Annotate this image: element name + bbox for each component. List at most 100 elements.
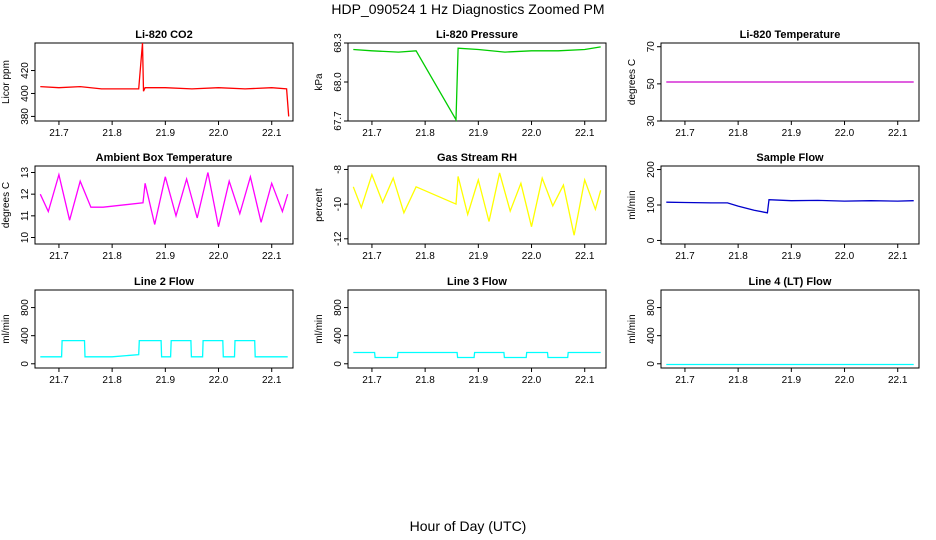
x-tick-label: 21.7 <box>675 251 695 262</box>
panel-title: Line 2 Flow <box>134 276 194 288</box>
plot-frame <box>660 165 920 245</box>
panel-3: Li-820 Temperature degrees C 21.7 21.8 21.9 2… <box>627 29 920 139</box>
x-tick-label: 21.9 <box>782 251 802 262</box>
panel-title: Sample Flow <box>756 152 824 164</box>
x-tick-label: 21.7 <box>675 128 695 139</box>
y-tick-label: 200 <box>646 161 657 178</box>
y-tick-label: -8 <box>333 165 344 174</box>
y-tick-label: 13 <box>20 167 31 179</box>
x-tick-label: 21.8 <box>728 375 748 386</box>
series-line <box>353 351 601 359</box>
x-tick-label: 22.0 <box>522 375 542 386</box>
x-tick-label: 21.7 <box>49 251 69 262</box>
x-tick-label: 22.0 <box>522 128 542 139</box>
x-tick-label: 21.7 <box>362 375 382 386</box>
plot-frame <box>347 165 607 245</box>
panel-title: Line 3 Flow <box>447 276 507 288</box>
x-tick-label: 21.8 <box>415 128 435 139</box>
series-line <box>666 199 914 214</box>
x-tick-label: 21.8 <box>728 128 748 139</box>
x-tick-label: 21.8 <box>415 375 435 386</box>
panel-title: Line 4 (LT) Flow <box>749 276 832 288</box>
x-tick-label: 22.0 <box>522 251 542 262</box>
y-tick-label: 50 <box>646 78 657 90</box>
x-tick-label: 21.9 <box>469 251 489 262</box>
panel-title: Li-820 Pressure <box>436 29 518 41</box>
y-tick-label: 70 <box>646 41 657 53</box>
panel-4: Ambient Box Temperature degrees C 21.7 21.8… <box>1 152 294 262</box>
panel-6: Sample Flow ml/min 21.7 21.8 21.9 22.0 22.1 0 10… <box>627 152 920 262</box>
x-tick-label: 21.7 <box>362 128 382 139</box>
y-tick-label: 800 <box>333 299 344 316</box>
y-tick-label: 400 <box>333 327 344 344</box>
panel-5: Gas Stream RH percent 21.7 21.8 21.9 22.0 22.1… <box>314 152 607 262</box>
x-tick-label: 22.1 <box>262 128 282 139</box>
x-tick-label: 21.8 <box>728 251 748 262</box>
series-line <box>352 172 602 236</box>
y-tick-label: 400 <box>20 85 31 102</box>
panel-8: Line 3 Flow ml/min 21.7 21.8 21.9 22.0 22.1 0 40… <box>314 276 607 386</box>
x-tick-label: 21.9 <box>156 375 176 386</box>
x-tick-label: 22.0 <box>209 128 229 139</box>
plot-frame <box>660 289 920 369</box>
y-axis-label: ml/min <box>627 190 638 219</box>
panel-title: Gas Stream RH <box>437 152 517 164</box>
x-tick-label: 22.1 <box>575 128 595 139</box>
x-tick-label: 22.1 <box>888 251 908 262</box>
y-tick-label: -10 <box>333 196 344 211</box>
y-axis-label: degrees C <box>1 182 12 228</box>
x-tick-label: 21.7 <box>362 251 382 262</box>
x-tick-label: 22.1 <box>575 375 595 386</box>
y-tick-label: 0 <box>646 361 657 367</box>
panel-title: Ambient Box Temperature <box>96 152 233 164</box>
y-tick-label: 30 <box>646 115 657 127</box>
y-tick-label: 0 <box>646 237 657 243</box>
y-tick-label: -12 <box>333 231 344 246</box>
series-line <box>40 42 290 117</box>
x-tick-label: 21.8 <box>102 251 122 262</box>
plot-frame <box>660 42 920 122</box>
y-tick-label: 400 <box>20 327 31 344</box>
y-axis-label: ml/min <box>627 314 638 343</box>
y-tick-label: 68.3 <box>333 33 344 53</box>
x-tick-label: 22.0 <box>209 251 229 262</box>
plot-frame <box>34 165 294 245</box>
y-tick-label: 67.7 <box>333 111 344 131</box>
y-tick-label: 800 <box>646 299 657 316</box>
x-tick-label: 22.1 <box>575 251 595 262</box>
panel-9: Line 4 (LT) Flow ml/min 21.7 21.8 21.9 22.0 22… <box>627 276 920 386</box>
x-tick-label: 21.9 <box>469 375 489 386</box>
y-axis-label: Licor ppm <box>1 60 12 104</box>
y-tick-label: 800 <box>20 299 31 316</box>
figure-title: HDP_090524 1 Hz Diagnostics Zoomed PM <box>331 1 605 17</box>
y-tick-label: 400 <box>646 327 657 344</box>
x-tick-label: 21.7 <box>675 375 695 386</box>
x-tick-label: 22.1 <box>888 375 908 386</box>
panel-7: Line 2 Flow ml/min 21.7 21.8 21.9 22.0 22.1 0 40… <box>1 276 294 386</box>
y-tick-label: 68.0 <box>333 72 344 92</box>
figure-xlabel: Hour of Day (UTC) <box>409 518 527 534</box>
series-line <box>353 46 601 123</box>
plot-frame <box>34 42 294 122</box>
panel-1: Li-820 CO2 Licor ppm 21.7 21.8 21.9 22.0 22.1 3… <box>1 29 294 139</box>
y-axis-label: percent <box>314 188 325 222</box>
plot-frame <box>347 42 607 122</box>
panel-title: Li-820 Temperature <box>740 29 841 41</box>
y-tick-label: 420 <box>20 62 31 79</box>
y-tick-label: 0 <box>20 361 31 367</box>
y-axis-label: ml/min <box>1 314 12 343</box>
x-tick-label: 21.8 <box>415 251 435 262</box>
y-axis-label: kPa <box>314 73 325 91</box>
x-tick-label: 22.0 <box>209 375 229 386</box>
x-tick-label: 21.9 <box>156 128 176 139</box>
panel-title: Li-820 CO2 <box>135 29 192 41</box>
y-tick-label: 12 <box>20 188 31 200</box>
x-tick-label: 21.7 <box>49 128 69 139</box>
plot-frame <box>34 289 294 369</box>
x-tick-label: 22.1 <box>888 128 908 139</box>
x-tick-label: 21.7 <box>49 375 69 386</box>
series-line <box>40 339 288 358</box>
x-tick-label: 22.0 <box>835 375 855 386</box>
plot-frame <box>347 289 607 369</box>
